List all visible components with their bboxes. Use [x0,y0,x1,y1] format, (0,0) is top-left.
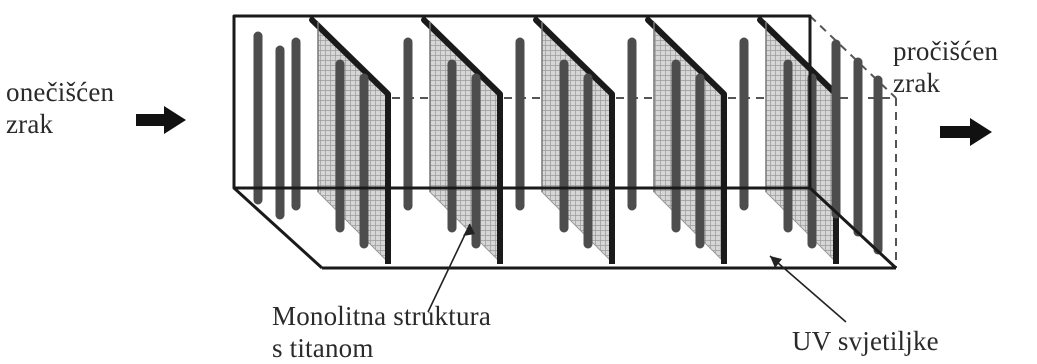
monolith-label-line-2: s titanom [272,333,374,363]
panel-top-edge [757,17,839,97]
inlet-label-line-1: onečišćen [6,77,115,107]
inlet-arrow-icon [136,106,186,134]
reactor-frame [232,14,898,270]
panel-top-edge [533,17,615,97]
inlet-label: onečišćen zrak [6,76,114,140]
panel-top-edge [421,17,503,97]
uv-lamps-label-text: UV svjetiljke [792,326,939,356]
inlet-label-line-2: zrak [6,109,54,139]
outlet-label: pročišćen zrak [893,35,998,99]
panel-top-edge [645,17,727,97]
outlet-label-line-2: zrak [893,68,941,98]
outlet-arrow-icon [940,118,992,146]
panel-top-edge [309,17,391,97]
uv-lamps-label: UV svjetiljke [792,325,939,357]
leader-lines [427,223,847,323]
monolith-label: Monolitna struktura s titanom [272,300,491,364]
outlet-label-line-1: pročišćen [893,36,999,66]
monolith-panels [253,17,883,264]
monolith-label-line-1: Monolitna struktura [272,301,492,331]
